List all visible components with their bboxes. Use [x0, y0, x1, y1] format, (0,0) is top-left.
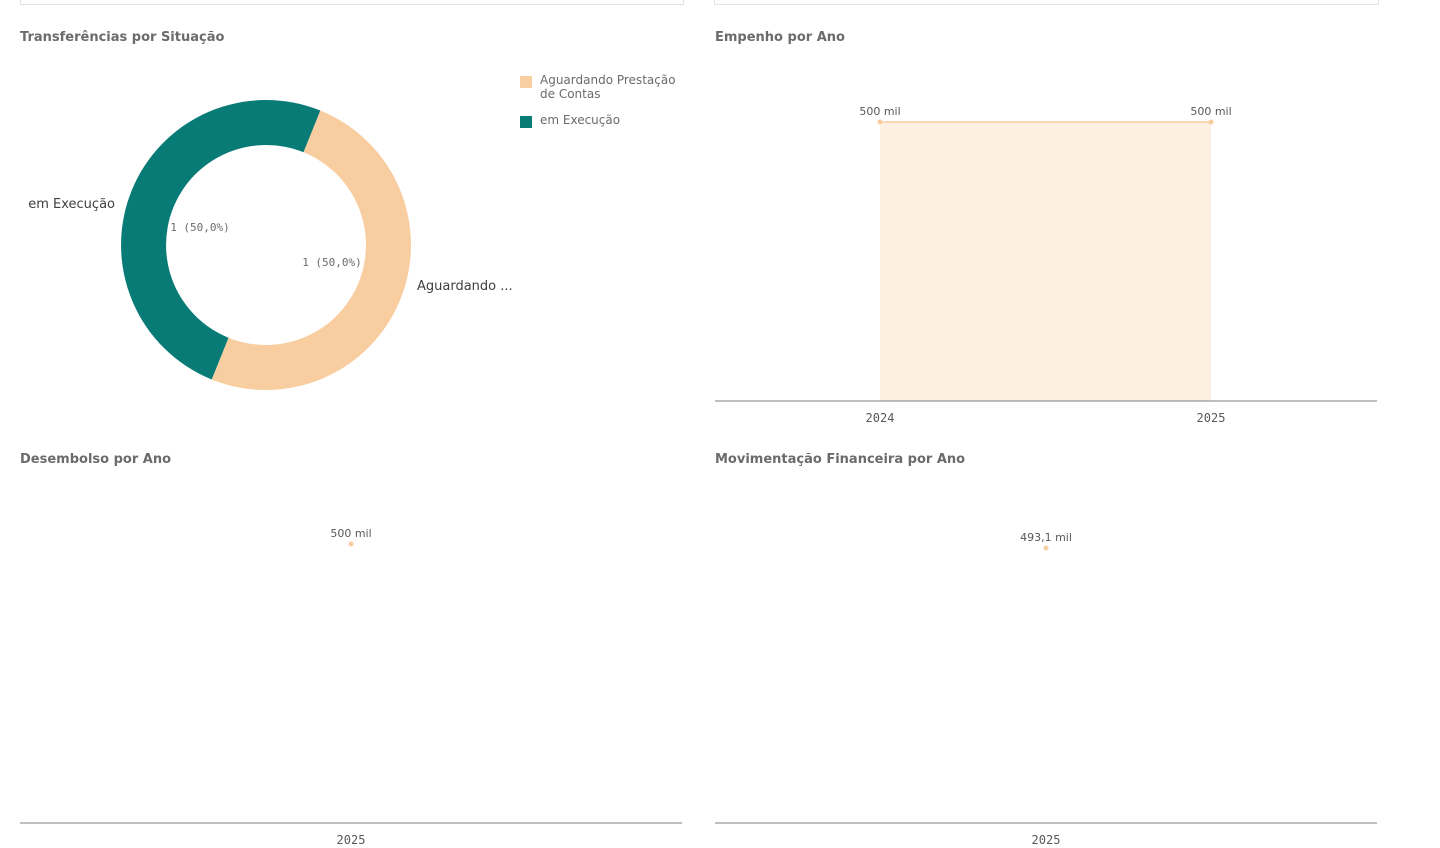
empenho-title: Empenho por Ano — [715, 30, 845, 45]
empenho-panel[interactable]: Empenho por Ano — [700, 0, 1400, 440]
donut-outside-label-aguardando: Aguardando ... — [417, 279, 513, 294]
legend-item-execucao[interactable]: em Execução — [520, 113, 680, 128]
desembolso-title: Desembolso por Ano — [20, 452, 172, 467]
donut-value-label-aguardando: 1 (50,0%) — [302, 256, 362, 269]
legend-swatch-execucao — [520, 116, 532, 128]
legend-item-aguardando[interactable]: Aguardando Prestação de Contas — [520, 73, 680, 101]
donut-slice-1[interactable] — [121, 100, 321, 380]
donut-slice-0[interactable] — [211, 110, 411, 390]
donut-outside-label-execucao: em Execução — [28, 197, 115, 212]
situacao-legend: Aguardando Prestação de Contas em Execuç… — [520, 73, 680, 140]
legend-label-execucao: em Execução — [540, 113, 621, 127]
legend-label-aguardando: Aguardando Prestação de Contas — [540, 73, 676, 101]
previous-panel-frame-left — [20, 0, 684, 5]
situacao-panel[interactable]: Transferências por Situação 1 (50,0%) 1 (… — [0, 0, 700, 440]
movimentacao-panel[interactable]: Movimentação Financeira por Ano — [700, 440, 1400, 848]
movimentacao-title: Movimentação Financeira por Ano — [715, 452, 966, 467]
donut-value-label-execucao: 1 (50,0%) — [170, 221, 230, 234]
situacao-title: Transferências por Situação — [20, 30, 225, 45]
legend-swatch-aguardando — [520, 76, 532, 88]
previous-panel-frame-right — [714, 0, 1379, 5]
desembolso-panel[interactable]: Desembolso por Ano — [0, 440, 700, 848]
situacao-donut-chart[interactable]: 1 (50,0%) 1 (50,0%) Aguardando ... em Execu… — [0, 0, 700, 440]
